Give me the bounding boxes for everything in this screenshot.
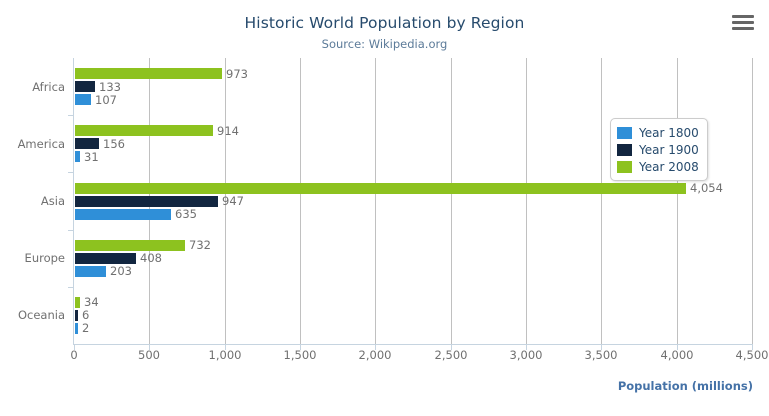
bar[interactable] [75, 296, 80, 308]
bar-value-label: 732 [189, 238, 211, 253]
bar-value-label: 914 [217, 123, 239, 138]
bar-value-label: 2 [82, 321, 90, 336]
bar-value-label: 203 [110, 264, 132, 279]
legend-item[interactable]: Year 1900 [617, 141, 699, 158]
gridline [300, 58, 301, 344]
bar[interactable] [75, 309, 78, 321]
x-axis-tick-mark [74, 345, 75, 350]
y-axis-category-label: America [17, 136, 65, 151]
bar-value-label: 6 [82, 308, 90, 323]
bar[interactable] [75, 138, 99, 150]
gridline [752, 58, 753, 344]
x-axis-tick-label: 2,000 [358, 348, 392, 362]
bar[interactable] [75, 151, 80, 163]
legend-label: Year 2008 [639, 159, 699, 174]
x-axis-tick-label: 4,500 [735, 348, 769, 362]
x-axis-tick-mark [149, 345, 150, 350]
bar-value-label: 635 [175, 207, 197, 221]
y-axis-tick-mark [68, 172, 74, 174]
gridline [451, 58, 452, 344]
gridline [375, 58, 376, 344]
y-axis-tick-mark [68, 286, 74, 288]
plot-area: 973 133 107 914 156 31 4,054 947 635 732 408 203 34 6… [74, 58, 753, 344]
y-axis-line [73, 58, 74, 345]
x-axis-line [74, 344, 753, 345]
bar[interactable] [75, 182, 686, 194]
x-axis-tick-labels: 0 500 1,000 1,500 2,000 2,500 3,000 3,500 4,000 4… [0, 348, 769, 366]
legend-label: Year 1900 [639, 142, 699, 157]
x-axis-tick-mark [300, 345, 301, 350]
x-axis-tick-label: 1,500 [283, 348, 317, 362]
x-axis-tick-mark [601, 345, 602, 350]
x-axis-tick-label: 0 [70, 348, 78, 362]
legend-item[interactable]: Year 1800 [617, 124, 699, 141]
chart-title: Historic World Population by Region [244, 14, 525, 32]
y-axis-category-labels: Africa America Asia Europe Oceania [0, 58, 68, 344]
legend-color-swatch [617, 143, 632, 156]
bar[interactable] [75, 252, 136, 264]
chart-subtitle: Source: Wikipedia.org [321, 37, 448, 51]
bar-value-label: 4,054 [690, 181, 723, 195]
bar-value-label: 973 [226, 66, 248, 81]
bar-value-label: 408 [140, 251, 162, 266]
hamburger-bar [732, 27, 754, 30]
bar-value-label: 156 [103, 136, 125, 151]
x-axis-tick-mark [752, 345, 753, 350]
x-axis-title: Population (millions) [617, 379, 753, 393]
y-axis-category-label: Asia [40, 194, 65, 208]
x-axis-tick-label: 500 [138, 348, 160, 362]
bar[interactable] [75, 322, 78, 334]
gridline [526, 58, 527, 344]
hamburger-bar [732, 15, 754, 18]
gridline [601, 58, 602, 344]
bar[interactable] [75, 94, 91, 106]
y-axis-category-label: Oceania [17, 308, 65, 323]
y-axis-tick-mark [68, 229, 74, 231]
x-axis-tick-mark [375, 345, 376, 350]
y-axis-tick-mark [68, 115, 74, 117]
x-axis-tick-label: 3,000 [509, 348, 543, 362]
legend-label: Year 1800 [639, 125, 699, 140]
legend-color-swatch [617, 160, 632, 173]
bar[interactable] [75, 265, 106, 277]
bar-value-label: 34 [84, 295, 99, 310]
bar[interactable] [75, 125, 213, 137]
gridline [677, 58, 678, 344]
y-axis-category-label: Europe [24, 251, 65, 266]
legend-item[interactable]: Year 2008 [617, 158, 699, 175]
x-axis-tick-label: 2,500 [434, 348, 468, 362]
y-axis-category-label: Africa [32, 79, 65, 94]
x-axis-tick-label: 3,500 [584, 348, 618, 362]
x-axis-tick-label: 4,000 [660, 348, 694, 362]
bar-value-label: 31 [84, 149, 99, 164]
legend: Year 1800 Year 1900 Year 2008 [610, 118, 708, 181]
gridline [225, 58, 226, 344]
bar[interactable] [75, 81, 95, 93]
bar[interactable] [75, 68, 222, 80]
x-axis-tick-mark [677, 345, 678, 350]
hamburger-bar [732, 21, 754, 24]
bar-value-label: 947 [222, 194, 244, 208]
legend-color-swatch [617, 126, 632, 139]
hamburger-menu-icon[interactable] [730, 15, 756, 37]
bar[interactable] [75, 239, 185, 251]
x-axis-tick-mark [225, 345, 226, 350]
bar-value-label: 133 [99, 79, 121, 94]
bar[interactable] [75, 208, 171, 220]
x-axis-tick-label: 1,000 [208, 348, 242, 362]
x-axis-tick-mark [451, 345, 452, 350]
bar-value-label: 107 [95, 92, 117, 107]
x-axis-tick-mark [526, 345, 527, 350]
bar[interactable] [75, 195, 218, 207]
